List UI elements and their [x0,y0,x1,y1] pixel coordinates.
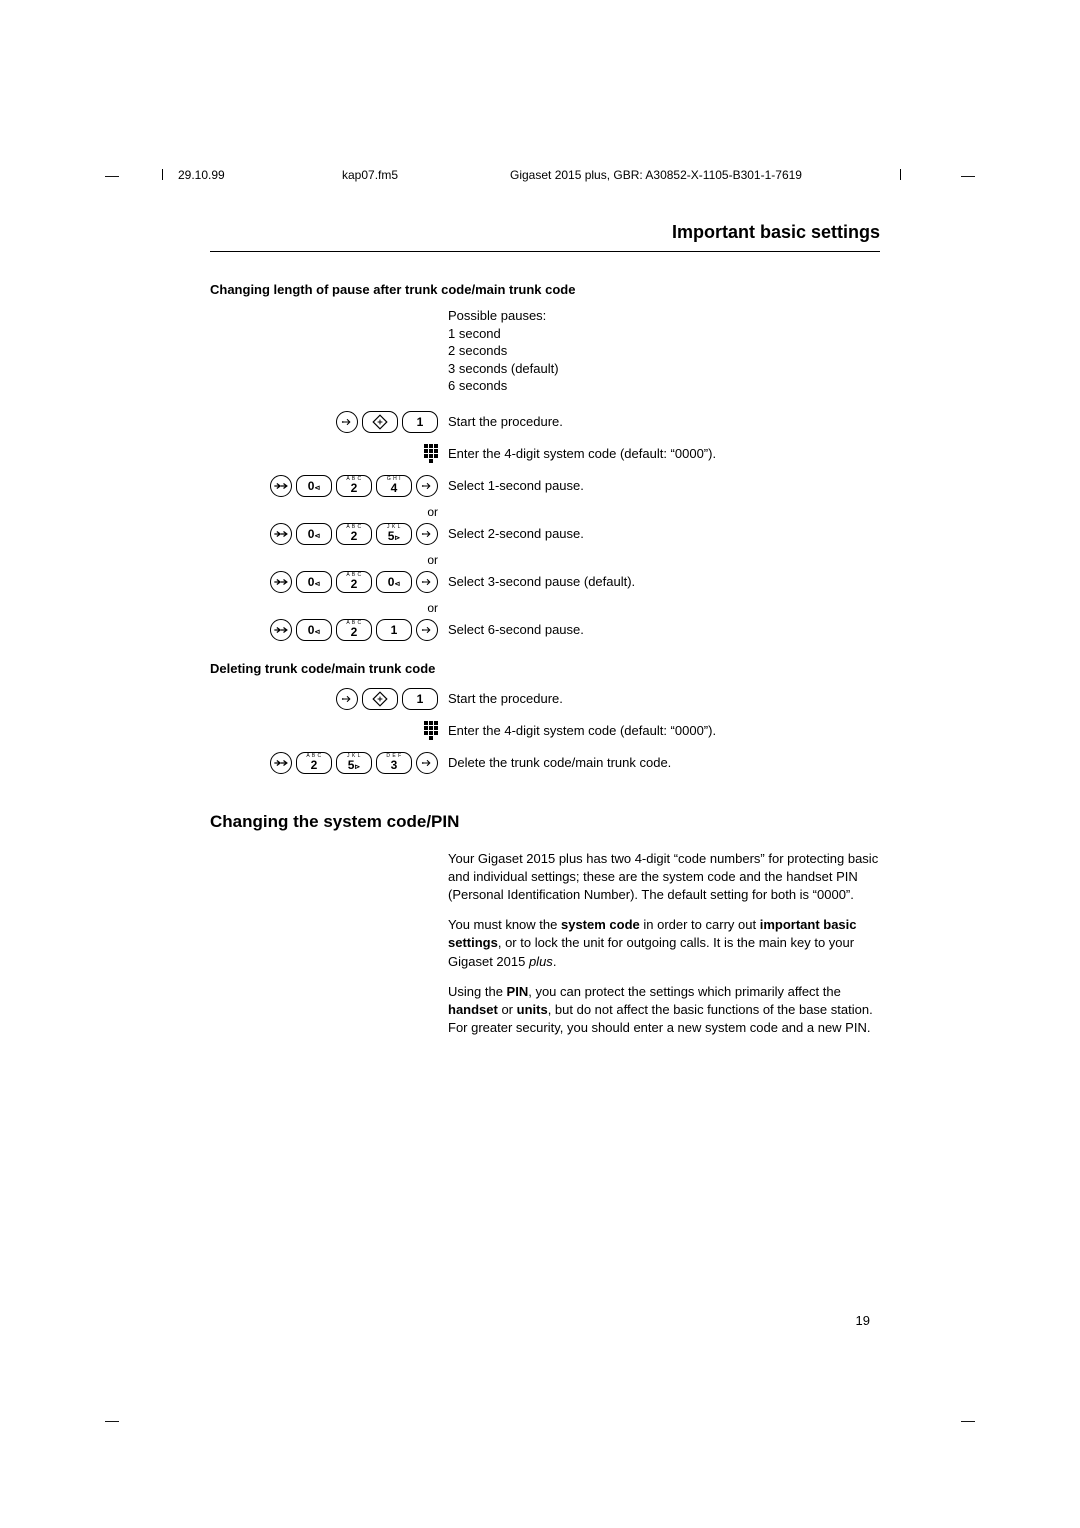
key-5: J K L5⊳ [336,752,372,774]
keypad-icon [424,444,438,463]
random-arrow-icon [336,411,358,433]
step-row: Enter the 4-digit system code (default: … [210,718,880,744]
key-5: J K L5⊳ [376,523,412,545]
key-hash [362,411,398,433]
key-2: A B C2 [336,619,372,641]
random-arrow-icon [416,571,438,593]
heading-pin: Changing the system code/PIN [210,812,880,832]
keypad-icon [424,721,438,740]
key-0: 0⊲ [296,523,332,545]
key-2: A B C2 [296,752,332,774]
intro-line: 3 seconds (default) [448,360,880,378]
step-row: 0⊲ A B C2 1 Select 6-second pause. [210,617,880,643]
crop-tick: — [105,167,119,183]
step-text: Start the procedure. [448,686,880,708]
step-row: 1 Start the procedure. [210,686,880,712]
key-0: 0⊲ [296,571,332,593]
step-text: Select 2-second pause. [448,521,880,543]
key-1: 1 [376,619,412,641]
random-arrow-icon [416,752,438,774]
crop-tick: — [105,1412,119,1428]
step-text: Select 1-second pause. [448,473,880,495]
page-number: 19 [856,1313,870,1328]
step-text: Select 3-second pause (default). [448,569,880,591]
double-arrow-icon [270,619,292,641]
meta-date: 29.10.99 [178,168,225,182]
pin-para-1: Your Gigaset 2015 plus has two 4-digit “… [448,850,880,905]
step-text: Enter the 4-digit system code (default: … [448,718,880,740]
key-1: 1 [402,411,438,433]
step-text: Start the procedure. [448,409,880,431]
meta-file: kap07.fm5 [342,168,398,182]
intro-line: Possible pauses: [448,307,880,325]
crop-tick: — [961,167,975,183]
step-row: A B C2 J K L5⊳ D E F3 Delete the trunk c… [210,750,880,776]
or-label: or [210,601,448,615]
random-arrow-icon [416,523,438,545]
double-arrow-icon [270,523,292,545]
step-row: Enter the 4-digit system code (default: … [210,441,880,467]
key-4: G H I4 [376,475,412,497]
step-row: 0⊲ A B C2 G H I4 Select 1-second pause. [210,473,880,499]
key-1: 1 [402,688,438,710]
pin-para-2: You must know the system code in order t… [448,916,880,971]
double-arrow-icon [270,752,292,774]
double-arrow-icon [270,475,292,497]
step-text: Select 6-second pause. [448,617,880,639]
step-row: 0⊲ A B C2 J K L5⊳ Select 2-second pause. [210,521,880,547]
key-0: 0⊲ [376,571,412,593]
heading-delete: Deleting trunk code/main trunk code [210,661,880,676]
key-2: A B C2 [336,523,372,545]
key-0: 0⊲ [296,619,332,641]
or-label: or [210,505,448,519]
meta-doc: Gigaset 2015 plus, GBR: A30852-X-1105-B3… [510,168,802,182]
intro-line: 6 seconds [448,377,880,395]
or-label: or [210,553,448,567]
intro-line: 2 seconds [448,342,880,360]
crop-tick: — [961,1412,975,1428]
section-title: Important basic settings [210,222,880,243]
random-arrow-icon [416,475,438,497]
key-3: D E F3 [376,752,412,774]
random-arrow-icon [416,619,438,641]
intro-line: 1 second [448,325,880,343]
pause-intro: Possible pauses: 1 second 2 seconds 3 se… [448,307,880,395]
section-rule [210,251,880,252]
pin-para-3: Using the PIN, you can protect the setti… [448,983,880,1038]
page-content: Important basic settings Changing length… [210,222,880,1049]
random-arrow-icon [336,688,358,710]
heading-pause: Changing length of pause after trunk cod… [210,282,880,297]
key-0: 0⊲ [296,475,332,497]
step-text: Enter the 4-digit system code (default: … [448,441,880,463]
double-arrow-icon [270,571,292,593]
key-2: A B C2 [336,571,372,593]
key-hash [362,688,398,710]
step-row: 1 Start the procedure. [210,409,880,435]
step-row: 0⊲ A B C2 0⊲ Select 3-second pause (defa… [210,569,880,595]
step-text: Delete the trunk code/main trunk code. [448,750,880,772]
key-2: A B C2 [336,475,372,497]
